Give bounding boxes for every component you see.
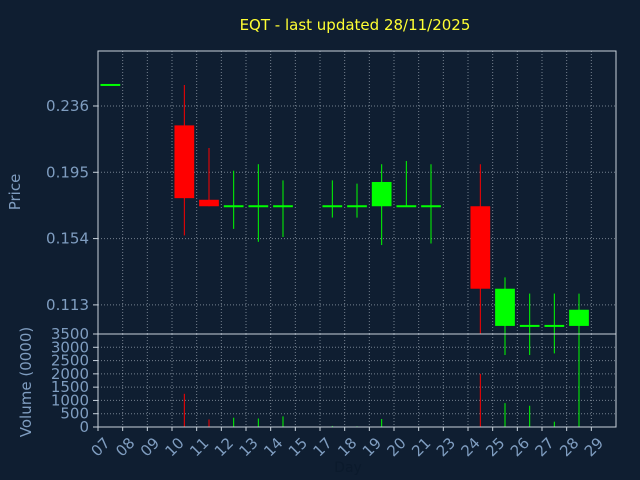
day-tick-label: 23 (433, 434, 459, 460)
day-tick-label: 26 (507, 434, 533, 460)
candle-body (421, 205, 441, 208)
day-tick-label: 28 (556, 434, 582, 460)
day-tick-label: 29 (581, 434, 607, 460)
candles (100, 83, 589, 356)
day-tick-label: 24 (458, 434, 484, 460)
price-grid (97, 51, 616, 334)
volume-tick-label: 3500 (51, 325, 89, 343)
day-tick-label: 13 (236, 434, 262, 460)
candle-body (569, 309, 589, 326)
chart-title: EQT - last updated 28/11/2025 (240, 16, 471, 34)
volume-tick-label: 2000 (51, 365, 89, 383)
volume-bars (183, 344, 580, 427)
candle-body (100, 83, 121, 86)
candle-body (223, 205, 244, 208)
day-tick-label: 11 (186, 434, 212, 460)
x-axis-title: Day (334, 460, 362, 476)
day-tick-label: 20 (384, 434, 410, 460)
price-tick-label: 0.154 (46, 230, 89, 248)
day-tick-label: 07 (88, 434, 114, 460)
day-tick-label: 27 (532, 434, 558, 460)
candle-body (470, 206, 491, 289)
price-tick-label: 0.113 (46, 296, 89, 314)
candle-body (199, 199, 219, 207)
volume-axis-title: Volume (0000) (17, 327, 35, 437)
candle-body (174, 125, 195, 199)
day-tick-label: 19 (359, 434, 385, 460)
price-tick-label: 0.195 (46, 163, 89, 181)
volume-tick-label: 1000 (51, 391, 89, 409)
volume-tick-label: 2500 (51, 352, 89, 370)
day-tick-label: 21 (408, 434, 434, 460)
volume-tick-label: 0 (79, 418, 89, 436)
candle-body (544, 324, 565, 327)
volume-tick-label: 3000 (51, 338, 89, 356)
price-axis-title: Price (6, 174, 24, 211)
candle-body (273, 205, 293, 208)
price-axis: 0.236 0.195 0.154 0.113 (46, 97, 98, 314)
day-tick-label: 14 (260, 434, 286, 460)
day-tick-label: 12 (211, 434, 237, 460)
price-tick-label: 0.236 (46, 97, 89, 115)
day-tick-label: 09 (137, 434, 163, 460)
volume-tick-label: 500 (60, 405, 89, 423)
candle-body (322, 205, 343, 208)
candle-body (371, 181, 392, 207)
candle-body (248, 205, 269, 208)
day-tick-label: 08 (112, 434, 138, 460)
day-tick-label: 18 (334, 434, 360, 460)
day-tick-label: 15 (285, 434, 311, 460)
day-tick-label: 25 (482, 434, 508, 460)
day-axis: 0708091011121314151718192021232425262728… (88, 427, 607, 460)
candle-body (495, 288, 515, 326)
volume-plot-frame (97, 333, 617, 428)
volume-tick-label: 1500 (51, 378, 89, 396)
day-tick-label: 17 (310, 434, 336, 460)
day-tick-label: 10 (162, 434, 188, 460)
candle-body (396, 205, 417, 208)
volume-grid (97, 333, 616, 428)
candle-body (519, 324, 540, 327)
candle-body (347, 205, 367, 208)
